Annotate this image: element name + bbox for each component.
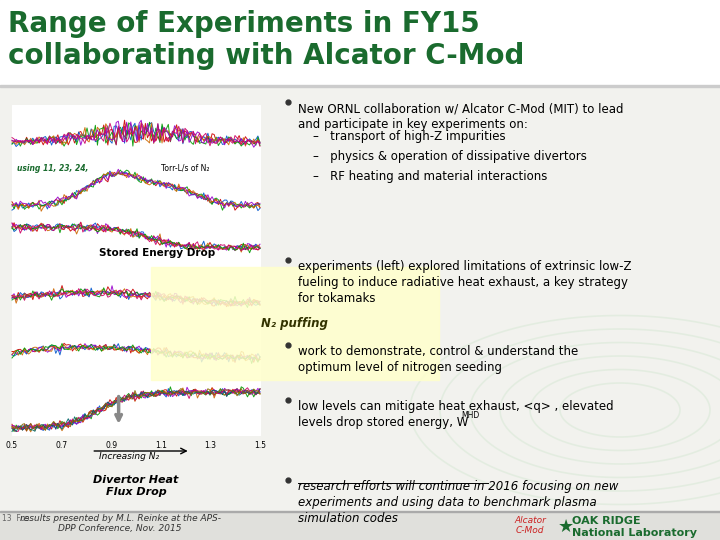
Bar: [12, 215, 260, 270]
Text: N₂ puffing: N₂ puffing: [261, 317, 328, 330]
Text: 0.5: 0.5: [6, 441, 18, 450]
Text: Increasing N₂: Increasing N₂: [99, 452, 159, 461]
Text: experiments (left) explored limitations of extrinsic low-Z
fueling to induce rad: experiments (left) explored limitations …: [298, 260, 631, 305]
Text: OAK RIDGE
National Laboratory: OAK RIDGE National Laboratory: [572, 516, 697, 538]
Bar: [151, 267, 438, 380]
Text: Divertor Heat
Flux Drop: Divertor Heat Flux Drop: [94, 475, 179, 497]
Text: 13  Fus: 13 Fus: [2, 514, 30, 523]
Bar: [12, 270, 260, 325]
Text: results presented by M.L. Reinke at the APS-
DPP Conference, Nov. 2015: results presented by M.L. Reinke at the …: [19, 514, 220, 534]
Text: –   transport of high-Z impurities: – transport of high-Z impurities: [313, 130, 505, 143]
Bar: [0, 0, 720, 85]
Text: Alcator
C-Mod: Alcator C-Mod: [514, 516, 546, 535]
Text: New ORNL collaboration w/ Alcator C-Mod (MIT) to lead
and participate in key exp: New ORNL collaboration w/ Alcator C-Mod …: [298, 102, 624, 131]
Text: Stored Energy Drop: Stored Energy Drop: [99, 248, 215, 259]
Text: 0.9: 0.9: [105, 441, 117, 450]
Text: –   RF heating and material interactions: – RF heating and material interactions: [313, 170, 547, 183]
Text: low levels can mitigate heat exhaust, <q> , elevated
levels drop stored energy, : low levels can mitigate heat exhaust, <q…: [298, 400, 613, 429]
Text: 1.1: 1.1: [155, 441, 167, 450]
Text: work to demonstrate, control & understand the
optimum level of nitrogen seeding: work to demonstrate, control & understan…: [298, 345, 578, 374]
Text: using 11, 23, 24,: using 11, 23, 24,: [17, 164, 89, 173]
Text: collaborating with Alcator C-Mod: collaborating with Alcator C-Mod: [8, 42, 524, 70]
Bar: [0, 85, 720, 87]
Bar: [12, 380, 260, 435]
Bar: [12, 105, 260, 160]
Bar: [0, 512, 720, 540]
Text: 1.3: 1.3: [204, 441, 217, 450]
Text: Torr-L/s of N₂: Torr-L/s of N₂: [161, 164, 210, 173]
Text: research efforts will continue in 2016 focusing on new
experiments and using dat: research efforts will continue in 2016 f…: [298, 480, 618, 525]
Bar: [12, 105, 260, 435]
Text: –   physics & operation of dissipative divertors: – physics & operation of dissipative div…: [313, 150, 587, 163]
Text: ★: ★: [558, 518, 574, 536]
Text: Range of Experiments in FY15: Range of Experiments in FY15: [8, 10, 480, 38]
Bar: [12, 325, 260, 380]
Bar: [0, 511, 720, 512]
Text: 0.7: 0.7: [55, 441, 68, 450]
Text: 1.5: 1.5: [254, 441, 266, 450]
Bar: [12, 160, 260, 215]
Text: MHD: MHD: [461, 411, 480, 420]
